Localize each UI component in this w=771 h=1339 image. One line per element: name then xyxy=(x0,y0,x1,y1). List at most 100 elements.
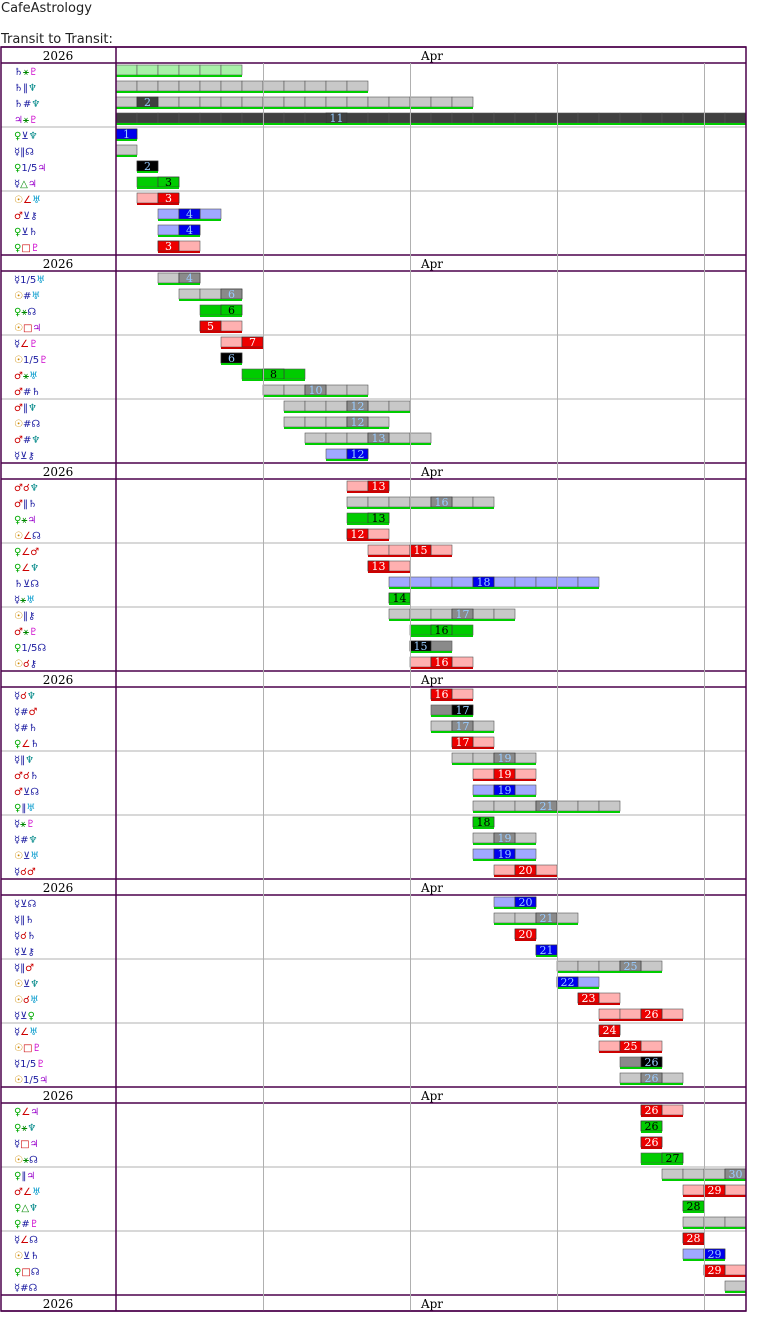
transit-label[interactable]: ♀∠♄ xyxy=(14,739,39,750)
transit-underline xyxy=(284,427,389,429)
transit-label[interactable]: ☉#♅ xyxy=(14,291,40,302)
transit-label[interactable]: ☿1/5♅ xyxy=(14,275,45,286)
transit-label[interactable]: ☿1/5♇ xyxy=(14,1059,45,1070)
transit-label[interactable]: ☿#♄ xyxy=(14,723,38,734)
transit-label[interactable]: ☿‖☊ xyxy=(14,147,34,158)
transit-label[interactable]: ♀⊻♆ xyxy=(14,131,38,142)
transit-label[interactable]: ☉□♇ xyxy=(14,1043,41,1054)
transit-label[interactable]: ☿⊻♀ xyxy=(14,1011,35,1022)
transit-label[interactable]: ♄#♆ xyxy=(14,99,40,110)
transit-label[interactable]: ♂#♆ xyxy=(14,435,40,446)
transit-bar-cell xyxy=(472,608,495,620)
transit-label[interactable]: ♀⊻♄ xyxy=(14,227,38,238)
transit-label[interactable]: ♂⚹♅ xyxy=(14,371,38,382)
month-label: Apr xyxy=(420,1089,443,1103)
transit-label[interactable]: ☉☌⚷ xyxy=(14,659,37,670)
transit-underline xyxy=(452,747,494,749)
transit-label[interactable]: ☉1/5♇ xyxy=(14,355,48,366)
transit-bar-cell xyxy=(346,96,369,108)
transit-bar-cell xyxy=(199,112,222,124)
transit-bar-cell xyxy=(220,320,243,332)
transit-label[interactable]: ☉#☊ xyxy=(14,419,40,430)
transit-label[interactable]: ♀⚹♃ xyxy=(14,515,36,526)
transit-label[interactable]: ☿⚹♅ xyxy=(14,595,35,606)
transit-label[interactable]: ♂∠♅ xyxy=(14,1187,41,1198)
transit-label[interactable]: ♀‖♃ xyxy=(14,1171,35,1182)
transit-bar-cell xyxy=(283,112,306,124)
transit-label[interactable]: ☿‖♆ xyxy=(14,755,34,766)
transit-label[interactable]: ♂⚹♇ xyxy=(14,627,38,638)
transit-label[interactable]: ☿‖♄ xyxy=(14,915,34,926)
transit-label[interactable]: ☉□♃ xyxy=(14,323,41,334)
transit-label[interactable]: ♀∠♂ xyxy=(14,547,39,558)
transit-bar-cell xyxy=(115,64,138,76)
exact-day-label: 13 xyxy=(372,432,386,445)
transit-label[interactable]: ☿⚹♇ xyxy=(14,819,35,830)
exact-day-label: 30 xyxy=(729,1168,743,1181)
transit-label[interactable]: ☉‖⚷ xyxy=(14,611,35,622)
transit-label[interactable]: ♂⊻⚷ xyxy=(14,211,38,222)
transit-label[interactable]: ♀⚹♆ xyxy=(14,1123,36,1134)
exact-day-label: 2 xyxy=(144,96,151,109)
transit-label[interactable]: ♀‖♅ xyxy=(14,803,35,814)
transit-label[interactable]: ♀1/5☊ xyxy=(14,643,46,654)
transit-underline xyxy=(116,123,746,125)
transit-label[interactable]: ♀⚹☊ xyxy=(14,307,36,318)
transit-label[interactable]: ☉⊻♄ xyxy=(14,1251,39,1262)
transit-label[interactable]: ☿☌♆ xyxy=(14,691,36,702)
transit-bar-cell xyxy=(199,80,222,92)
transit-label[interactable]: ♂☌♆ xyxy=(14,483,39,494)
transit-label[interactable]: ☿#♂ xyxy=(14,707,38,718)
transit-bar-cell xyxy=(640,960,663,972)
exact-day-label: 17 xyxy=(456,704,470,717)
year-label: 2026 xyxy=(43,49,74,63)
transit-label[interactable]: ♂☌♄ xyxy=(14,771,39,782)
transit-label[interactable]: ☿☌♄ xyxy=(14,931,36,942)
transit-label[interactable]: ♀△♆ xyxy=(14,1203,38,1214)
exact-day-label: 4 xyxy=(186,224,193,237)
transit-label[interactable]: ☿□♃ xyxy=(14,1139,39,1150)
exact-day-label: 19 xyxy=(498,768,512,781)
transit-bar-cell xyxy=(577,960,600,972)
transit-label[interactable]: ☿∠♅ xyxy=(14,1027,38,1038)
transit-label[interactable]: ♂‖♄ xyxy=(14,499,37,510)
transit-label[interactable]: ♀□☊ xyxy=(14,1267,40,1278)
transit-label[interactable]: ♄⊻☊ xyxy=(14,579,39,590)
transit-bar-cell xyxy=(367,496,390,508)
transit-label[interactable]: ☉∠☊ xyxy=(14,531,41,542)
transit-label[interactable]: ☉⊻♆ xyxy=(14,979,39,990)
transit-label[interactable]: ♀□♇ xyxy=(14,243,40,254)
transit-label[interactable]: ☿⊻☊ xyxy=(14,899,36,910)
transit-label[interactable]: ☿‖♂ xyxy=(14,963,34,974)
transit-label[interactable]: ☿#☊ xyxy=(14,1283,38,1294)
transit-bar-cell xyxy=(199,208,222,220)
transit-label[interactable]: ♄⚹♇ xyxy=(14,67,38,78)
transit-label[interactable]: ☿⊻⚷ xyxy=(14,451,35,462)
transit-label[interactable]: ♂#♄ xyxy=(14,387,40,398)
transit-label[interactable]: ♃⚹♇ xyxy=(14,115,38,126)
transit-label[interactable]: ☿△♃ xyxy=(14,179,37,190)
transit-label[interactable]: ☉⊻♅ xyxy=(14,851,39,862)
transit-label[interactable]: ☉⚹☊ xyxy=(14,1155,38,1166)
transit-label[interactable]: ☿#♆ xyxy=(14,835,38,846)
transit-label[interactable]: ☉∠♅ xyxy=(14,195,41,206)
transit-label[interactable]: ♂‖♆ xyxy=(14,403,37,414)
transit-bar-cell xyxy=(388,400,411,412)
transit-label[interactable]: ☿⊻⚷ xyxy=(14,947,35,958)
transit-label[interactable]: ♀1/5♃ xyxy=(14,163,46,174)
transit-label[interactable]: ♀∠♆ xyxy=(14,563,39,574)
transit-label[interactable]: ♀∠♃ xyxy=(14,1107,39,1118)
exact-day-label: 5 xyxy=(207,320,214,333)
transit-label[interactable]: ♂⊻☊ xyxy=(14,787,39,798)
transit-label[interactable]: ☿∠☊ xyxy=(14,1235,38,1246)
exact-day-label: 19 xyxy=(498,784,512,797)
transit-bar-cell xyxy=(346,496,369,508)
transit-label[interactable]: ☉☌♅ xyxy=(14,995,39,1006)
transit-label[interactable]: ☉1/5♃ xyxy=(14,1075,48,1086)
transit-label[interactable]: ♄‖♆ xyxy=(14,83,37,94)
transit-underline xyxy=(599,1035,620,1037)
site-title[interactable]: CafeAstrology xyxy=(1,1,92,16)
transit-label[interactable]: ♀#♇ xyxy=(14,1219,39,1230)
transit-label[interactable]: ☿☌♂ xyxy=(14,867,36,878)
transit-label[interactable]: ☿∠♇ xyxy=(14,339,38,350)
